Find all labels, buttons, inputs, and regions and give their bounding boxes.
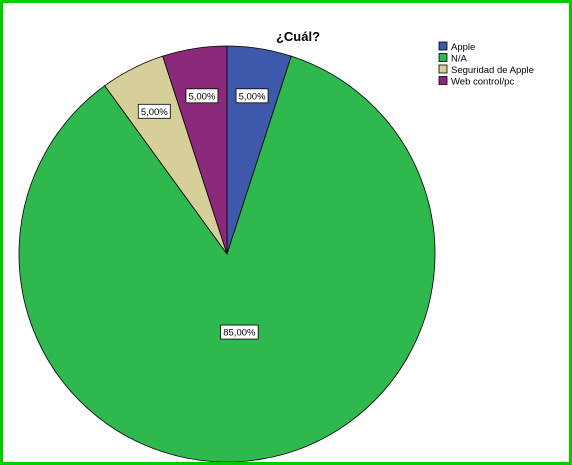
data-label-seguridad-de-apple: 5,00% xyxy=(137,103,171,119)
svg-text:5,00%: 5,00% xyxy=(239,91,266,102)
legend-swatch xyxy=(438,41,448,51)
legend-item-n-a: N/A xyxy=(438,53,468,65)
legend-label: N/A xyxy=(451,54,468,65)
data-labels: 5,00% 85,00% 5,00% 5,00% xyxy=(137,88,269,340)
svg-text:5,00%: 5,00% xyxy=(141,107,168,118)
legend-label: Apple xyxy=(451,42,475,53)
legend-swatch xyxy=(438,53,448,62)
legend-swatch xyxy=(438,64,448,74)
legend-swatch xyxy=(438,76,448,85)
data-label-web-control-pc: 5,00% xyxy=(185,88,219,104)
svg-text:5,00%: 5,00% xyxy=(188,91,215,102)
legend-label: Seguridad de Apple xyxy=(451,65,534,76)
data-label-n-a: 85,00% xyxy=(220,324,259,340)
pie-chart: ¿Cuál? 5,00% 85,00% 5,00% 5,00% AppleN/ASeg… xyxy=(18,29,534,462)
pie-slice-n-a xyxy=(18,55,436,462)
legend-label: Web control/pc xyxy=(451,77,514,88)
svg-text:85,00%: 85,00% xyxy=(223,328,256,339)
data-label-apple: 5,00% xyxy=(235,88,269,104)
chart-title: ¿Cuál? xyxy=(276,29,320,44)
pie-slices xyxy=(18,45,436,462)
legend-item-web-control-pc: Web control/pc xyxy=(438,76,514,88)
legend-item-apple: Apple xyxy=(438,41,475,53)
legend-item-seguridad-de-apple: Seguridad de Apple xyxy=(438,64,534,76)
